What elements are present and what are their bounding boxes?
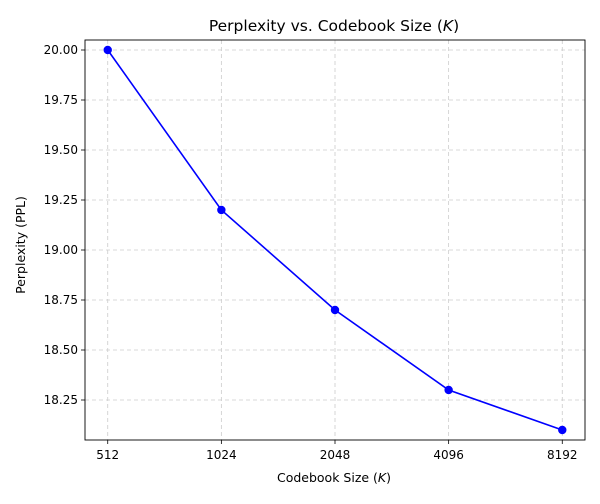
y-tick-label: 19.00: [44, 243, 78, 257]
grid-lines: [85, 40, 585, 440]
y-tick-label: 18.50: [44, 343, 78, 357]
data-point: [103, 45, 112, 55]
y-tick-label: 18.75: [44, 293, 78, 307]
x-tick-label: 512: [96, 448, 119, 462]
series-layer: [103, 45, 567, 435]
y-axis-label: Perplexity (PPL): [13, 196, 28, 294]
y-tick-label: 20.00: [44, 43, 78, 57]
chart-title: Perplexity vs. Codebook Size (K): [209, 17, 459, 35]
axes: [81, 39, 586, 444]
x-tick-label: 1024: [206, 448, 237, 462]
data-point: [444, 385, 453, 395]
data-point: [558, 425, 567, 435]
x-tick-label: 2048: [320, 448, 351, 462]
plot-frame: [84, 39, 586, 441]
y-tick-label: 19.25: [44, 193, 78, 207]
x-tick-label: 8192: [547, 448, 578, 462]
tick-labels: 512 1024 2048 4096 8192 18.25 18.50 18.75 19.00 1…: [44, 43, 578, 462]
x-axis-label: Codebook Size (K): [277, 470, 391, 485]
y-tick-label: 19.75: [44, 93, 78, 107]
data-point: [330, 305, 340, 315]
data-point: [217, 205, 226, 215]
y-tick-label: 18.25: [44, 393, 78, 407]
y-tick-label: 19.50: [44, 143, 78, 157]
x-tick-label: 4096: [433, 448, 464, 462]
